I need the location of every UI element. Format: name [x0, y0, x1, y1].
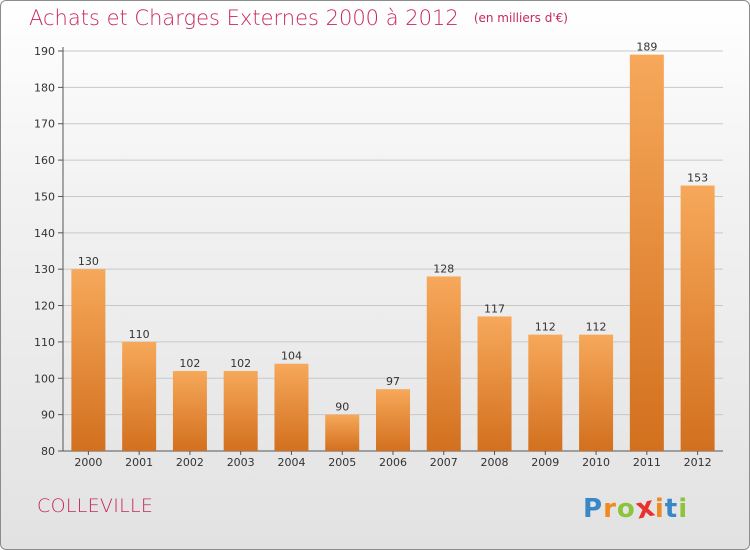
x-tick-label: 2010 [582, 456, 610, 469]
x-tick-label: 2000 [74, 456, 102, 469]
y-tick-label: 110 [34, 336, 55, 349]
bar [223, 371, 258, 451]
logo-letter: o [616, 494, 636, 524]
logo-letter: i [678, 494, 689, 524]
data-label: 102 [230, 357, 251, 370]
data-label: 112 [586, 321, 607, 334]
x-tick-label: 2012 [684, 456, 712, 469]
x-tick-label: 2005 [328, 456, 356, 469]
data-label: 112 [535, 321, 556, 334]
y-tick-label: 190 [34, 45, 55, 58]
y-tick-label: 120 [34, 300, 55, 313]
data-label: 90 [335, 401, 349, 414]
data-label: 189 [636, 41, 657, 54]
bar [71, 269, 106, 451]
commune-name: COLLEVILLE [37, 495, 154, 517]
chart-title: Achats et Charges Externes 2000 à 2012 (… [29, 6, 568, 30]
bar [579, 334, 614, 451]
bar [122, 341, 157, 451]
bar [528, 334, 563, 451]
y-tick-label: 170 [34, 118, 55, 131]
data-label: 104 [281, 350, 302, 363]
proxiti-logo: Proxiti [583, 489, 689, 525]
bar [376, 389, 410, 451]
bar [477, 316, 512, 451]
data-label: 117 [484, 302, 505, 315]
bar [629, 54, 664, 452]
bar [680, 185, 715, 451]
data-label: 102 [179, 357, 200, 370]
x-tick-label: 2006 [379, 456, 407, 469]
x-tick-label: 2002 [176, 456, 204, 469]
x-tick-label: 2009 [531, 456, 559, 469]
data-label: 110 [129, 328, 150, 341]
y-tick-label: 150 [34, 190, 55, 203]
y-tick-label: 90 [41, 409, 55, 422]
x-tick-label: 2008 [481, 456, 509, 469]
y-tick-label: 80 [41, 445, 55, 458]
data-label: 130 [78, 255, 99, 268]
y-tick-label: 130 [34, 263, 55, 276]
x-tick-label: 2011 [633, 456, 661, 469]
y-tick-label: 100 [34, 372, 55, 385]
data-label: 128 [433, 262, 454, 275]
bar [172, 371, 207, 451]
logo-letter: r [603, 494, 617, 524]
x-tick-label: 2003 [227, 456, 255, 469]
logo-letter: i [654, 494, 665, 524]
title-text: Achats et Charges Externes 2000 à 2012 [29, 6, 459, 30]
x-tick-label: 2001 [125, 456, 153, 469]
bar [426, 276, 461, 451]
bar [325, 414, 360, 451]
y-tick-label: 160 [34, 154, 55, 167]
logo-letter: t [664, 494, 679, 524]
y-tick-label: 140 [34, 227, 55, 240]
logo-letter: P [583, 494, 604, 524]
data-label: 97 [386, 375, 400, 388]
y-tick-label: 180 [34, 81, 55, 94]
x-tick-label: 2004 [277, 456, 305, 469]
title-unit: (en milliers d'€) [473, 11, 568, 25]
data-label: 153 [687, 172, 708, 185]
x-tick-label: 2007 [430, 456, 458, 469]
bar [274, 363, 309, 451]
